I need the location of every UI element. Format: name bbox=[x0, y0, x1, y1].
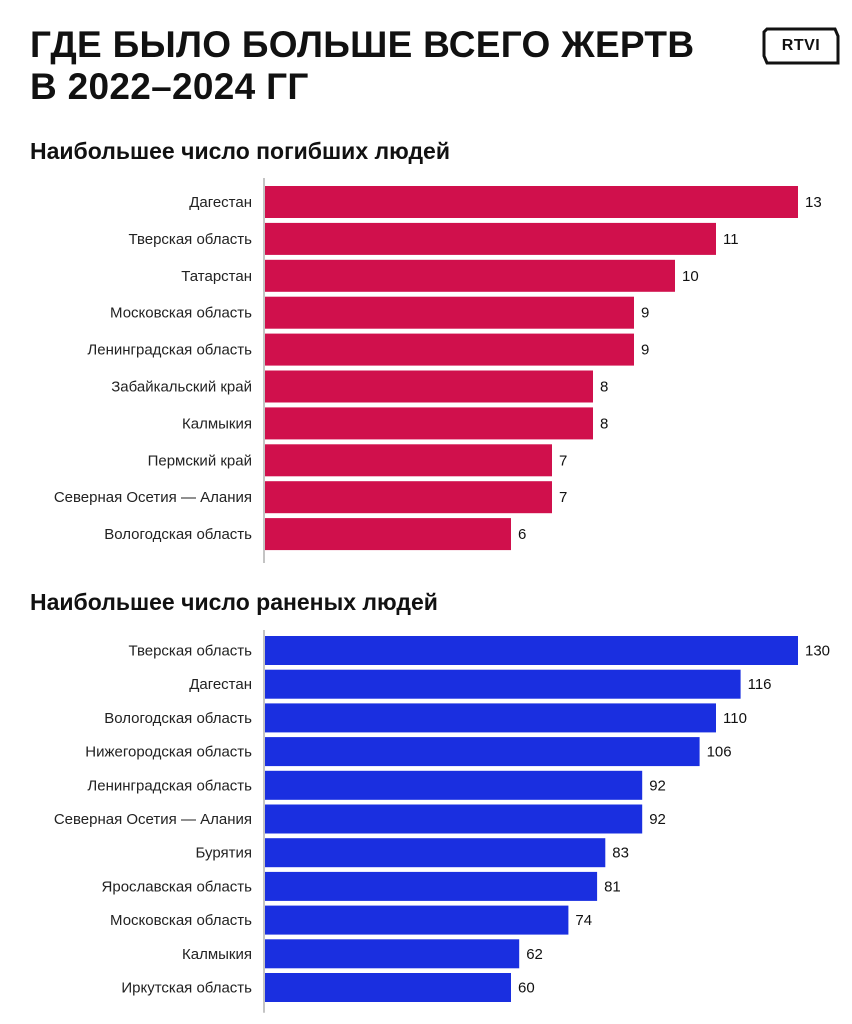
bar bbox=[265, 871, 598, 901]
bar bbox=[265, 518, 511, 551]
category-label: Бурятия bbox=[195, 845, 252, 862]
category-label: Вологодская область bbox=[104, 710, 252, 727]
injured-bar-chart: Тверская область 130 Дагестан 116 Вологодска… bbox=[54, 630, 830, 1013]
value-label: 106 bbox=[707, 744, 732, 761]
value-label: 8 bbox=[600, 379, 608, 396]
category-label: Московская область bbox=[110, 305, 252, 322]
bar bbox=[265, 259, 675, 292]
value-label: 116 bbox=[748, 676, 772, 693]
category-label: Ленинградская область bbox=[87, 777, 252, 794]
category-label: Тверская область bbox=[128, 643, 252, 660]
value-label: 9 bbox=[641, 305, 649, 322]
bar bbox=[265, 222, 716, 255]
category-label: Дагестан bbox=[189, 194, 252, 211]
value-label: 8 bbox=[600, 415, 608, 432]
bar bbox=[265, 669, 741, 699]
category-label: Калмыкия bbox=[182, 415, 252, 432]
deaths-chart-title: Наибольшее число погибших людей bbox=[30, 138, 450, 164]
category-label: Ярославская область bbox=[102, 878, 253, 895]
category-label: Пермский край bbox=[148, 452, 252, 469]
value-label: 7 bbox=[559, 452, 567, 469]
value-label: 10 bbox=[682, 268, 699, 285]
bar bbox=[265, 481, 552, 514]
bar bbox=[265, 737, 700, 767]
category-label: Ленинградская область bbox=[87, 342, 252, 359]
category-label: Нижегородская область bbox=[85, 744, 252, 761]
category-label: Татарстан bbox=[181, 268, 252, 285]
bar bbox=[265, 186, 798, 218]
bar bbox=[265, 905, 569, 935]
value-label: 6 bbox=[518, 526, 526, 543]
value-label: 92 bbox=[649, 811, 666, 828]
bar bbox=[265, 770, 643, 800]
category-label: Дагестан bbox=[189, 676, 252, 693]
page-title: ГДЕ БЫЛО БОЛЬШЕ ВСЕГО ЖЕРТВ В 2022–2024 … bbox=[30, 24, 710, 108]
injured-chart-title: Наибольшее число раненых людей bbox=[30, 589, 438, 615]
bar bbox=[265, 804, 643, 834]
bar bbox=[265, 407, 593, 440]
bar bbox=[265, 973, 511, 1002]
category-label: Забайкальский край bbox=[111, 379, 252, 396]
value-label: 13 bbox=[805, 194, 822, 211]
logo-frame-icon bbox=[762, 27, 840, 65]
title-line-1: ГДЕ БЫЛО БОЛЬШЕ ВСЕГО ЖЕРТВ bbox=[30, 24, 695, 65]
value-label: 9 bbox=[641, 342, 649, 359]
title-line-2: В 2022–2024 ГГ bbox=[30, 66, 309, 107]
category-label: Калмыкия bbox=[182, 946, 252, 963]
value-label: 74 bbox=[575, 912, 592, 929]
bar bbox=[265, 444, 552, 477]
bar bbox=[265, 703, 716, 733]
value-label: 62 bbox=[526, 946, 543, 963]
bar bbox=[265, 636, 798, 665]
value-label: 130 bbox=[805, 643, 830, 660]
category-label: Иркутская область bbox=[121, 980, 252, 997]
value-label: 81 bbox=[604, 878, 621, 895]
category-label: Вологодская область bbox=[104, 526, 252, 543]
category-label: Московская область bbox=[110, 912, 252, 929]
bar bbox=[265, 333, 634, 366]
value-label: 110 bbox=[723, 710, 747, 727]
rtvi-logo: RTVI bbox=[761, 26, 841, 66]
bar bbox=[265, 838, 606, 868]
value-label: 7 bbox=[559, 489, 567, 506]
bar bbox=[265, 939, 520, 969]
category-label: Северная Осетия — Алания bbox=[54, 811, 252, 828]
value-label: 60 bbox=[518, 980, 535, 997]
value-label: 92 bbox=[649, 777, 666, 794]
logo-text: RTVI bbox=[781, 37, 821, 54]
category-label: Северная Осетия — Алания bbox=[54, 489, 252, 506]
category-label: Тверская область bbox=[128, 231, 252, 248]
bar bbox=[265, 296, 634, 329]
value-label: 11 bbox=[723, 231, 739, 248]
bar bbox=[265, 370, 593, 403]
deaths-bar-chart: Дагестан 13 Тверская область 11 Татарстан 10 М… bbox=[54, 178, 822, 563]
value-label: 83 bbox=[612, 845, 629, 862]
